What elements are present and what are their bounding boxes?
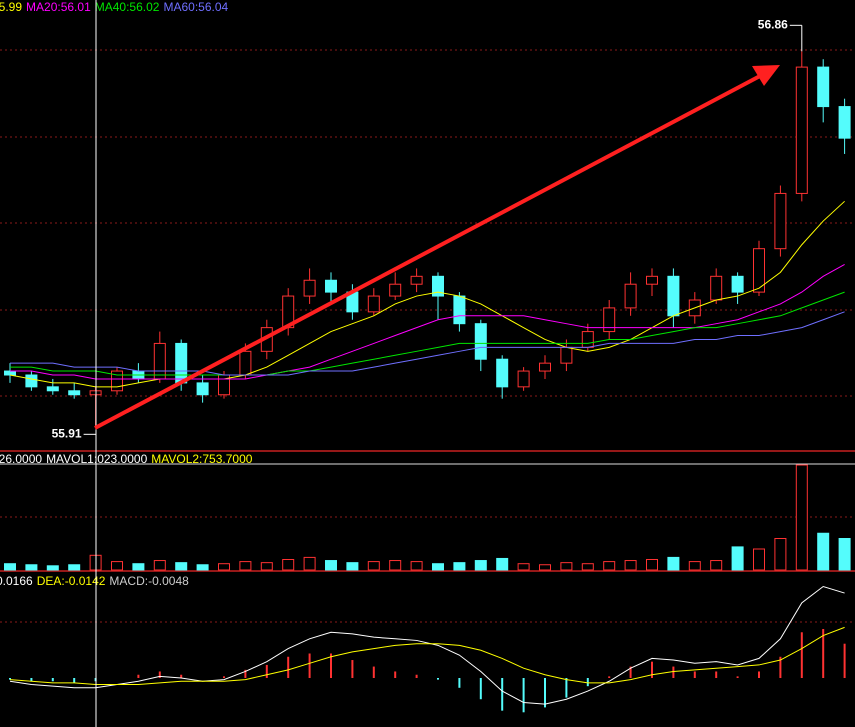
series-line	[10, 291, 845, 376]
volume-bar	[453, 562, 466, 571]
volume-bar	[731, 546, 744, 571]
legend-entry: MA60:56.04	[163, 0, 228, 14]
volume-bar	[560, 562, 573, 571]
arrow-head	[752, 65, 780, 86]
volume-bar	[410, 561, 423, 571]
legend-entry: 026.0000	[0, 452, 42, 466]
volume-bar	[68, 564, 81, 571]
candle-body	[560, 346, 573, 364]
candle-body	[432, 275, 444, 297]
candle-body	[774, 192, 787, 250]
candle-body	[710, 275, 723, 301]
candle-body	[838, 106, 851, 139]
volume-bar	[218, 563, 230, 571]
volume-bar	[175, 562, 188, 571]
candle-body	[175, 342, 188, 384]
candle-body	[410, 275, 423, 285]
volume-bar	[753, 548, 765, 571]
volume-bar	[111, 561, 123, 571]
candle-body	[753, 248, 765, 293]
volume-bar	[795, 464, 808, 571]
candle-body	[603, 307, 616, 333]
volume-bar	[774, 538, 787, 571]
series-line	[10, 264, 845, 380]
volume-bar	[432, 563, 444, 571]
volume-bar	[474, 560, 487, 571]
candle-body	[239, 350, 252, 376]
legend-entry: MA40:56.02	[95, 0, 160, 14]
volume-bar	[710, 560, 723, 571]
volume-bar	[667, 556, 680, 571]
candle-body	[153, 342, 166, 380]
candle-body	[517, 370, 530, 388]
candle-body	[624, 283, 637, 309]
volume-bar	[496, 557, 509, 571]
candle-body	[474, 323, 487, 360]
low-label: 55.91	[52, 426, 82, 440]
volume-bar	[4, 563, 16, 571]
volume-bar	[196, 564, 209, 571]
candle-body	[646, 275, 658, 285]
candle-body	[453, 295, 466, 325]
series-line	[10, 311, 845, 376]
volume-bar	[817, 532, 830, 571]
legend-entry: MACD:-0.0048	[109, 574, 189, 588]
volume-bar	[581, 563, 594, 571]
volume-bar	[367, 561, 380, 571]
volume-bar	[46, 565, 59, 571]
candle-body	[25, 374, 38, 388]
candle-body	[667, 275, 680, 317]
volume-bar	[688, 561, 701, 571]
trend-arrow	[94, 65, 780, 430]
candle-body	[46, 386, 59, 392]
volume-bar	[153, 560, 166, 571]
legend-entry: 55.99	[0, 0, 22, 14]
candle-body	[389, 283, 402, 297]
volume-bar	[838, 538, 851, 571]
arrow-shaft	[94, 74, 761, 430]
volume-bar	[346, 562, 359, 571]
volume-bar	[282, 559, 295, 571]
volume-bar	[132, 563, 145, 571]
candle-body	[817, 66, 830, 108]
volume-bar	[239, 561, 252, 571]
volume-bar	[646, 559, 658, 571]
candle-body	[196, 382, 209, 396]
candle-body	[303, 279, 316, 297]
candle-body	[539, 362, 551, 372]
volume-bar	[603, 561, 616, 571]
candle-body	[367, 295, 380, 313]
candle-body	[581, 331, 594, 348]
volume-bar	[303, 556, 316, 571]
legend-entry: MAVOL1:023.0000	[46, 452, 148, 466]
volume-bar	[389, 560, 402, 571]
legend-entry: DEA:-0.0142	[37, 574, 106, 588]
high-label: 56.86	[758, 17, 788, 31]
series-line	[9, 626, 845, 686]
volume-bar	[260, 562, 273, 571]
series-line	[9, 200, 845, 388]
candle-body	[496, 358, 509, 388]
legend-entry: -0.0166	[0, 574, 33, 588]
legend-entry: MA20:56.01	[26, 0, 91, 14]
candle-body	[731, 275, 744, 293]
candle-body	[325, 279, 337, 293]
series-line	[9, 585, 845, 705]
volume-bar	[325, 560, 337, 571]
candle-body	[68, 390, 81, 396]
volume-bar	[624, 560, 637, 571]
candle-body	[795, 66, 808, 194]
candle-body	[4, 370, 16, 376]
volume-bar	[25, 564, 38, 571]
volume-bar	[517, 563, 530, 571]
legend-entry: MAVOL2:753.7000	[151, 452, 253, 466]
volume-bar	[539, 564, 551, 571]
candle-body	[111, 370, 123, 392]
